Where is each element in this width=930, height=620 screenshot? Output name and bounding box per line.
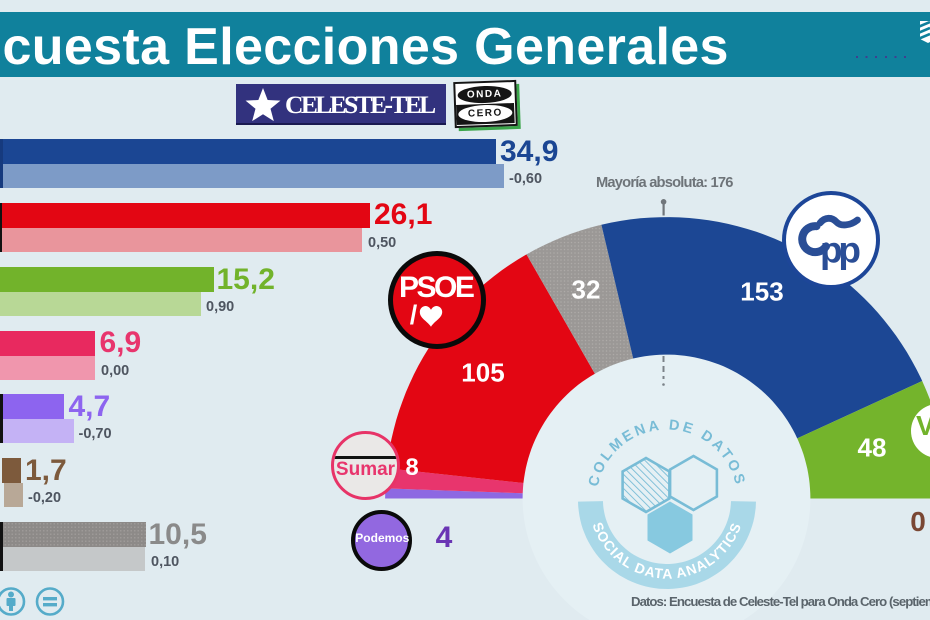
svg-text:pp: pp [820, 230, 860, 271]
